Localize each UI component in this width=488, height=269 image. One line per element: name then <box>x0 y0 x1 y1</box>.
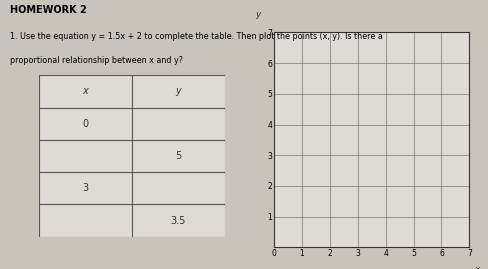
Text: y: y <box>255 10 260 19</box>
Bar <box>132 108 224 140</box>
Bar <box>132 75 224 108</box>
Bar <box>132 172 224 204</box>
Text: 3: 3 <box>82 183 88 193</box>
Text: 0: 0 <box>82 119 88 129</box>
Bar <box>39 75 132 108</box>
Text: proportional relationship between x and y?: proportional relationship between x and … <box>10 56 183 65</box>
Text: x: x <box>82 86 88 97</box>
Text: x: x <box>474 265 479 269</box>
Bar <box>39 172 132 204</box>
Bar <box>132 140 224 172</box>
Text: y: y <box>175 86 181 97</box>
Text: 1. Use the equation y = 1.5x + 2 to complete the table. Then plot the points (x,: 1. Use the equation y = 1.5x + 2 to comp… <box>10 32 382 41</box>
Text: 5: 5 <box>175 151 181 161</box>
Text: 3.5: 3.5 <box>170 215 186 226</box>
Bar <box>39 204 132 237</box>
Text: HOMEWORK 2: HOMEWORK 2 <box>10 5 86 15</box>
Bar <box>132 204 224 237</box>
Bar <box>39 140 132 172</box>
Bar <box>39 108 132 140</box>
